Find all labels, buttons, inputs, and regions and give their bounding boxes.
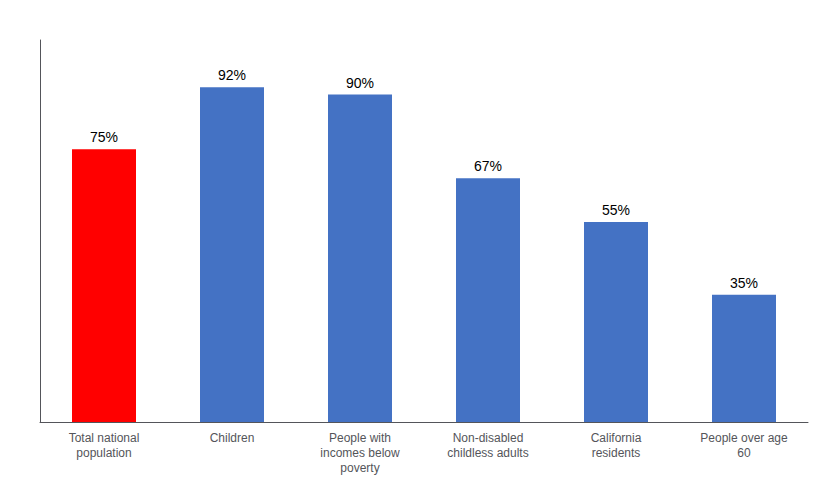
svg-text:childless adults: childless adults bbox=[447, 446, 528, 460]
svg-text:67%: 67% bbox=[474, 158, 502, 174]
svg-text:90%: 90% bbox=[346, 75, 374, 91]
svg-text:75%: 75% bbox=[90, 129, 118, 145]
svg-text:Non-disabled: Non-disabled bbox=[453, 431, 524, 445]
svg-text:Total national: Total national bbox=[69, 431, 140, 445]
svg-text:92%: 92% bbox=[218, 67, 246, 83]
svg-text:People over age: People over age bbox=[700, 431, 788, 445]
svg-text:residents: residents bbox=[592, 446, 641, 460]
svg-text:incomes below: incomes below bbox=[320, 446, 400, 460]
svg-text:35%: 35% bbox=[730, 275, 758, 291]
svg-text:poverty: poverty bbox=[340, 461, 379, 475]
svg-text:California: California bbox=[591, 431, 642, 445]
svg-text:55%: 55% bbox=[602, 202, 630, 218]
svg-text:population: population bbox=[76, 446, 131, 460]
svg-text:60: 60 bbox=[737, 446, 751, 460]
svg-text:Children: Children bbox=[210, 431, 255, 445]
svg-text:People with: People with bbox=[329, 431, 391, 445]
